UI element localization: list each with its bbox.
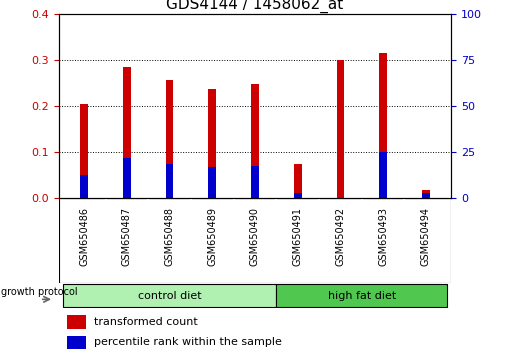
Bar [80, 104, 88, 198]
Bar [379, 152, 386, 198]
Text: growth protocol: growth protocol [1, 287, 78, 297]
Bar [165, 80, 173, 198]
Bar [66, 315, 86, 329]
Bar [63, 285, 276, 307]
Bar [208, 89, 216, 198]
Text: GSM650491: GSM650491 [292, 207, 302, 266]
Text: GSM650494: GSM650494 [420, 207, 430, 266]
Text: GSM650488: GSM650488 [164, 207, 174, 266]
Bar [66, 336, 86, 349]
Bar [276, 285, 446, 307]
Title: GDS4144 / 1458062_at: GDS4144 / 1458062_at [166, 0, 343, 13]
Bar [80, 175, 88, 198]
Bar [250, 84, 259, 198]
Text: GSM650487: GSM650487 [122, 207, 132, 266]
Text: percentile rank within the sample: percentile rank within the sample [94, 337, 281, 348]
Text: GSM650490: GSM650490 [249, 207, 260, 266]
Text: GSM650489: GSM650489 [207, 207, 217, 266]
Bar [208, 167, 216, 198]
Text: GSM650492: GSM650492 [335, 207, 345, 266]
Bar [123, 67, 130, 198]
Bar [250, 166, 259, 198]
Bar [165, 164, 173, 198]
Text: control diet: control diet [137, 291, 201, 301]
Bar [293, 193, 301, 198]
Bar [123, 158, 130, 198]
Bar [379, 53, 386, 198]
Bar [293, 164, 301, 198]
Bar [421, 193, 429, 198]
Text: GSM650493: GSM650493 [377, 207, 387, 266]
Bar [336, 60, 344, 198]
Text: high fat diet: high fat diet [327, 291, 395, 301]
Text: transformed count: transformed count [94, 317, 197, 327]
Text: GSM650486: GSM650486 [79, 207, 89, 266]
Bar [421, 190, 429, 198]
